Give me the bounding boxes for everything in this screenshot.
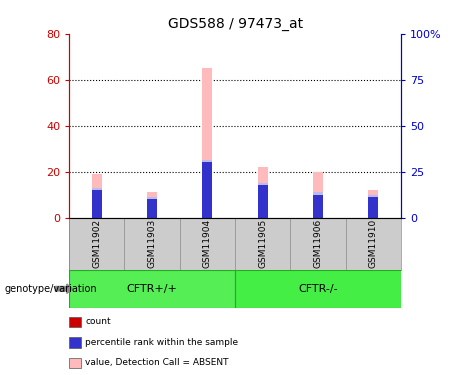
Bar: [147, 215, 157, 217]
Text: GSM11905: GSM11905: [258, 219, 267, 268]
Text: GSM11906: GSM11906: [313, 219, 323, 268]
Text: GSM11904: GSM11904: [203, 219, 212, 268]
Bar: [147, 192, 157, 217]
Bar: [202, 211, 213, 218]
Text: genotype/variation: genotype/variation: [5, 284, 97, 294]
Text: CFTR-/-: CFTR-/-: [298, 284, 338, 294]
Text: count: count: [85, 317, 111, 326]
Bar: [368, 195, 378, 217]
Title: GDS588 / 97473_at: GDS588 / 97473_at: [167, 17, 303, 32]
Bar: [313, 213, 323, 217]
Bar: [368, 190, 378, 217]
Bar: [313, 195, 323, 217]
Text: CFTR+/+: CFTR+/+: [127, 284, 177, 294]
Bar: [258, 183, 268, 218]
Bar: [258, 185, 268, 218]
Bar: [235, 270, 401, 308]
Text: value, Detection Call = ABSENT: value, Detection Call = ABSENT: [85, 358, 229, 368]
Bar: [69, 270, 235, 308]
Text: percentile rank within the sample: percentile rank within the sample: [85, 338, 238, 347]
Text: GSM11902: GSM11902: [92, 219, 101, 268]
Bar: [147, 199, 157, 217]
Bar: [258, 167, 268, 218]
Bar: [368, 215, 378, 217]
Bar: [92, 174, 102, 217]
Bar: [92, 213, 102, 217]
Bar: [202, 68, 213, 218]
Bar: [313, 172, 323, 217]
Bar: [202, 162, 213, 218]
Bar: [92, 188, 102, 218]
Text: GSM11910: GSM11910: [369, 219, 378, 268]
Bar: [202, 160, 213, 218]
Bar: [368, 197, 378, 217]
Bar: [258, 213, 268, 217]
Bar: [313, 192, 323, 217]
Bar: [92, 190, 102, 217]
Text: GSM11903: GSM11903: [148, 219, 157, 268]
Bar: [147, 197, 157, 217]
